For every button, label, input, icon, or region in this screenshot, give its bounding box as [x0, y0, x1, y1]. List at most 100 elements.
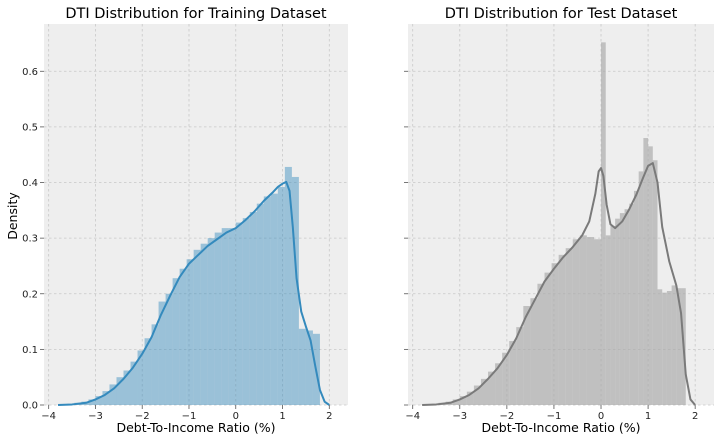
- test-histogram-bar: [452, 399, 460, 405]
- training-histogram-bar: [144, 338, 152, 405]
- training-histogram-bar: [256, 203, 264, 405]
- training-y-tick-label: 0.3: [22, 234, 38, 245]
- training-x-tick-label: −4: [41, 411, 56, 422]
- test-histogram-bar: [610, 225, 616, 405]
- training-x-tick-label: −3: [88, 411, 103, 422]
- training-panel: −4 −3 −2 −1 0 1 2 0.0 0.1 0.2 0.3 0.4 0.5 0.6 DTI Dist…: [5, 6, 348, 435]
- training-histogram-bar: [130, 361, 138, 405]
- test-panel: −4 −3 −2 −1 0 1 2 DTI Distribution for Test Dat…: [404, 6, 714, 435]
- test-histogram-bar: [537, 283, 545, 405]
- training-histogram-bar: [214, 232, 222, 405]
- training-histogram-bar: [95, 396, 103, 405]
- training-histogram-bar: [116, 377, 124, 405]
- training-y-tick-label: 0.1: [22, 345, 38, 356]
- test-histogram-bar: [473, 385, 481, 405]
- test-histogram-bar: [638, 171, 644, 405]
- training-x-tick-label: 0: [233, 411, 239, 422]
- test-title: DTI Distribution for Test Dataset: [445, 6, 678, 22]
- test-x-tick-label: −4: [405, 411, 420, 422]
- training-histogram-bar: [270, 193, 278, 405]
- training-histogram-bar: [263, 196, 271, 405]
- training-histogram-bar: [172, 278, 180, 405]
- training-histogram-bar: [193, 249, 201, 405]
- training-histogram-bar: [186, 259, 194, 405]
- test-histogram-bar: [586, 237, 594, 405]
- training-histogram-bar: [221, 228, 229, 405]
- training-x-tick-label: 1: [279, 411, 285, 422]
- test-histogram-bar: [480, 378, 489, 405]
- training-kde-line: [57, 180, 330, 406]
- test-histogram-bar: [565, 248, 573, 405]
- test-histogram-bar: [666, 290, 672, 405]
- training-histogram-bar: [158, 301, 166, 405]
- test-histogram-bar: [544, 272, 552, 405]
- test-histogram-bar: [530, 298, 538, 405]
- training-histogram-bar: [284, 166, 292, 405]
- training-y-axis-label: Density: [5, 192, 20, 240]
- training-x-tick-label: 2: [326, 411, 332, 422]
- training-y-tick-label: 0.5: [22, 122, 38, 133]
- test-histogram-bar: [551, 263, 559, 405]
- training-histogram-bar: [165, 293, 173, 405]
- test-histogram-bar: [615, 218, 620, 405]
- training-title: DTI Distribution for Training Dataset: [65, 6, 327, 22]
- test-histogram-bar: [671, 285, 677, 405]
- training-y-tick-label: 0.4: [22, 178, 38, 189]
- training-histogram-bar: [277, 186, 285, 405]
- test-histogram-bar: [676, 288, 682, 405]
- test-histogram-bar: [572, 239, 580, 405]
- training-y-tick-label: 0.2: [22, 289, 38, 300]
- training-histogram-bar: [102, 391, 110, 405]
- test-x-tick-label: 0: [598, 411, 604, 422]
- test-kde-line: [422, 162, 696, 406]
- test-histogram-bar: [509, 341, 517, 405]
- test-histogram-bar: [502, 352, 510, 405]
- test-histogram-bar: [605, 235, 611, 405]
- test-histogram-bar: [629, 203, 634, 405]
- test-histogram-bar: [516, 327, 524, 405]
- training-x-axis-label: Debt-To-Income Ratio (%): [116, 420, 275, 435]
- training-x-tick-label: −1: [182, 411, 197, 422]
- test-x-axis-label: Debt-To-Income Ratio (%): [481, 420, 640, 435]
- test-x-tick-label: 2: [692, 411, 698, 422]
- test-histogram-bar: [488, 371, 496, 405]
- training-histogram-bar: [137, 350, 145, 405]
- training-histogram-bar: [235, 222, 243, 405]
- test-histogram-bar: [624, 209, 630, 405]
- test-histogram-bar: [558, 254, 566, 405]
- test-x-tick-label: 1: [645, 411, 651, 422]
- test-histogram-bar: [652, 160, 658, 405]
- training-histogram-bar: [305, 330, 313, 405]
- test-histogram-bar: [579, 235, 587, 405]
- test-histogram-bar: [495, 363, 503, 405]
- training-histogram-bar: [109, 384, 117, 405]
- test-histogram-bar: [593, 239, 602, 405]
- test-x-tick-label: −3: [452, 411, 467, 422]
- test-histogram-bar: [619, 213, 625, 405]
- training-x-tick-label: −2: [135, 411, 150, 422]
- test-histogram-bar: [523, 305, 531, 405]
- training-histogram-bar: [298, 328, 306, 405]
- training-histogram-bar: [200, 243, 208, 405]
- test-x-tick-label: −2: [499, 411, 514, 422]
- test-histogram-bar: [657, 289, 663, 405]
- test-x-tick-label: −1: [547, 411, 562, 422]
- training-histogram-bar: [151, 324, 159, 405]
- test-histogram-bar: [648, 146, 653, 405]
- test-histogram-bar: [601, 42, 606, 406]
- training-histogram-bar: [242, 218, 250, 405]
- training-y-tick-label: 0.6: [22, 67, 38, 78]
- test-histogram-bar: [459, 396, 467, 405]
- test-histogram-bar: [466, 391, 474, 405]
- training-plot-area: [44, 24, 348, 405]
- training-histogram-bar: [207, 238, 215, 405]
- training-histogram-bar: [291, 176, 299, 405]
- training-histogram-bar: [123, 370, 131, 405]
- training-histogram-bar: [179, 268, 187, 405]
- training-y-tick-label: 0.0: [22, 401, 38, 412]
- training-histogram-bar: [88, 399, 96, 405]
- test-histogram-bar: [633, 190, 639, 405]
- training-histogram-bar: [249, 211, 257, 405]
- training-histogram-bar: [228, 228, 236, 405]
